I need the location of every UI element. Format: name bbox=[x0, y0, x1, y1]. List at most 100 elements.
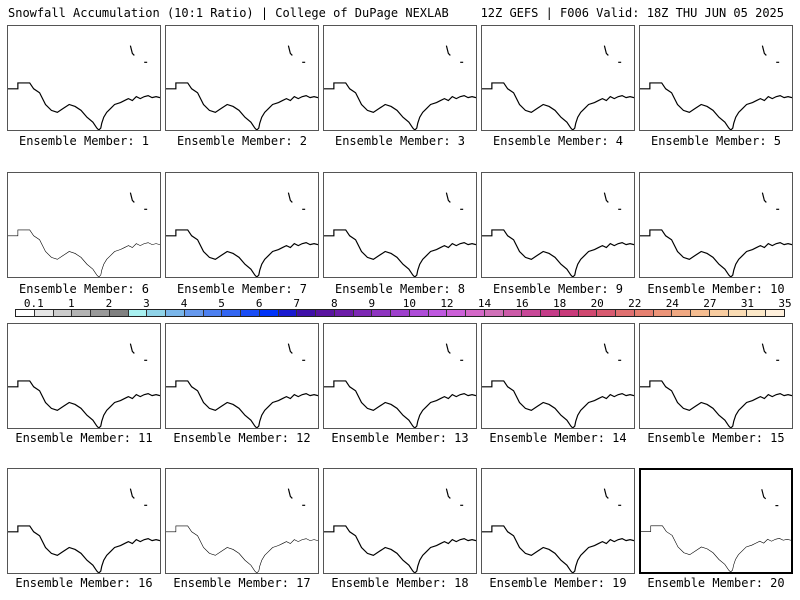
colorbar-segment bbox=[316, 310, 335, 316]
island bbox=[287, 45, 293, 56]
coastline bbox=[166, 380, 318, 428]
colorbar-segment bbox=[372, 310, 391, 316]
panel-caption: Ensemble Member: 9 bbox=[492, 282, 624, 296]
coastline bbox=[324, 82, 476, 130]
coastline bbox=[640, 82, 792, 130]
coastline-map bbox=[324, 343, 476, 428]
colorbar-segment bbox=[578, 310, 598, 316]
island bbox=[603, 343, 609, 354]
coastline-map bbox=[8, 192, 160, 277]
colorbar-segment bbox=[353, 310, 373, 316]
coastline bbox=[166, 229, 318, 277]
panel-caption: Ensemble Member: 12 bbox=[173, 431, 311, 445]
colorbar-label: 9 bbox=[368, 297, 376, 310]
ensemble-panel bbox=[323, 25, 477, 131]
ensemble-panel bbox=[7, 468, 161, 574]
coastline bbox=[8, 380, 160, 428]
panel-caption: Ensemble Member: 13 bbox=[331, 431, 469, 445]
colorbar-segment bbox=[278, 310, 298, 316]
ensemble-panel bbox=[481, 468, 635, 574]
ensemble-panel bbox=[323, 172, 477, 278]
coastline bbox=[324, 380, 476, 428]
colorbar-segment bbox=[466, 310, 485, 316]
panel-caption: Ensemble Member: 14 bbox=[489, 431, 627, 445]
coastline bbox=[324, 525, 476, 573]
island bbox=[445, 488, 451, 499]
island bbox=[761, 343, 767, 354]
panel-caption: Ensemble Member: 3 bbox=[334, 134, 466, 148]
island bbox=[287, 343, 293, 354]
coastline-map bbox=[166, 343, 318, 428]
panel-caption: Ensemble Member: 17 bbox=[173, 576, 311, 590]
ensemble-panel bbox=[165, 323, 319, 429]
panel-caption: Ensemble Member: 5 bbox=[650, 134, 782, 148]
panel-caption: Ensemble Member: 16 bbox=[15, 576, 153, 590]
panel-caption: Ensemble Member: 11 bbox=[15, 431, 153, 445]
chart-title: Snowfall Accumulation (10:1 Ratio) | Col… bbox=[8, 6, 449, 20]
coastline-map bbox=[166, 488, 318, 573]
colorbar-segment bbox=[53, 310, 73, 316]
colorbar-segment bbox=[559, 310, 579, 316]
colorbar-label: 3 bbox=[143, 297, 150, 310]
ensemble-panel bbox=[7, 323, 161, 429]
colorbar-segment bbox=[634, 310, 654, 316]
panel-caption: Ensemble Member: 19 bbox=[489, 576, 627, 590]
panel-caption: Ensemble Member: 10 bbox=[647, 282, 785, 296]
colorbar-label: 31 bbox=[740, 297, 755, 310]
colorbar-label: 35 bbox=[778, 297, 792, 310]
coastline-map bbox=[324, 488, 476, 573]
coastline bbox=[166, 82, 318, 130]
island bbox=[445, 343, 451, 354]
coastline-map bbox=[640, 343, 792, 428]
colorbar-segment bbox=[503, 310, 523, 316]
coastline-map bbox=[640, 192, 792, 277]
colorbar-label: 16 bbox=[515, 297, 529, 310]
colorbar-segment bbox=[34, 310, 54, 316]
coastline-map bbox=[8, 488, 160, 573]
coastline bbox=[482, 525, 634, 573]
coastline-map bbox=[482, 488, 634, 573]
coastline-map bbox=[640, 45, 792, 130]
ensemble-panel bbox=[7, 172, 161, 278]
island bbox=[761, 45, 767, 56]
colorbar-segment bbox=[184, 310, 204, 316]
run-info: 12Z GEFS | F006 Valid: 18Z THU JUN 05 20… bbox=[480, 6, 784, 20]
colorbar-segment bbox=[409, 310, 429, 316]
coastline bbox=[8, 229, 160, 277]
colorbar-segment bbox=[447, 310, 466, 316]
colorbar-segment bbox=[109, 310, 129, 316]
colorbar-label: 18 bbox=[553, 297, 567, 310]
colorbar-segment bbox=[728, 310, 748, 316]
coastline-map bbox=[166, 192, 318, 277]
panel-caption: Ensemble Member: 6 bbox=[18, 282, 150, 296]
colorbar-segment bbox=[616, 310, 635, 316]
colorbar-segment bbox=[653, 310, 673, 316]
colorbar-segment bbox=[709, 310, 729, 316]
colorbar-label: 8 bbox=[330, 297, 338, 310]
coastline bbox=[8, 525, 160, 573]
island bbox=[129, 192, 135, 203]
ensemble-panel bbox=[639, 323, 793, 429]
colorbar-segment bbox=[541, 310, 560, 316]
panel-caption: Ensemble Member: 2 bbox=[176, 134, 308, 148]
colorbar-label: 12 bbox=[440, 297, 454, 310]
colorbar-segment bbox=[597, 310, 616, 316]
ensemble-panel bbox=[639, 172, 793, 278]
panel-caption: Ensemble Member: 18 bbox=[331, 576, 469, 590]
ensemble-panel bbox=[323, 323, 477, 429]
colorbar-segment bbox=[747, 310, 766, 316]
colorbar-label: 0.1 bbox=[23, 297, 44, 310]
colorbar-segment bbox=[259, 310, 279, 316]
colorbar-label: 4 bbox=[180, 297, 188, 310]
ensemble-panel bbox=[165, 468, 319, 574]
coastline-map bbox=[8, 343, 160, 428]
panel-caption: Ensemble Member: 20 bbox=[647, 576, 785, 590]
colorbar-segment bbox=[766, 310, 784, 316]
island bbox=[445, 45, 451, 56]
coastline-map bbox=[482, 45, 634, 130]
island bbox=[603, 192, 609, 203]
colorbar-label: 22 bbox=[628, 297, 642, 310]
colorbar-segment bbox=[297, 310, 316, 316]
ensemble-panel bbox=[165, 172, 319, 278]
coastline bbox=[8, 82, 160, 130]
